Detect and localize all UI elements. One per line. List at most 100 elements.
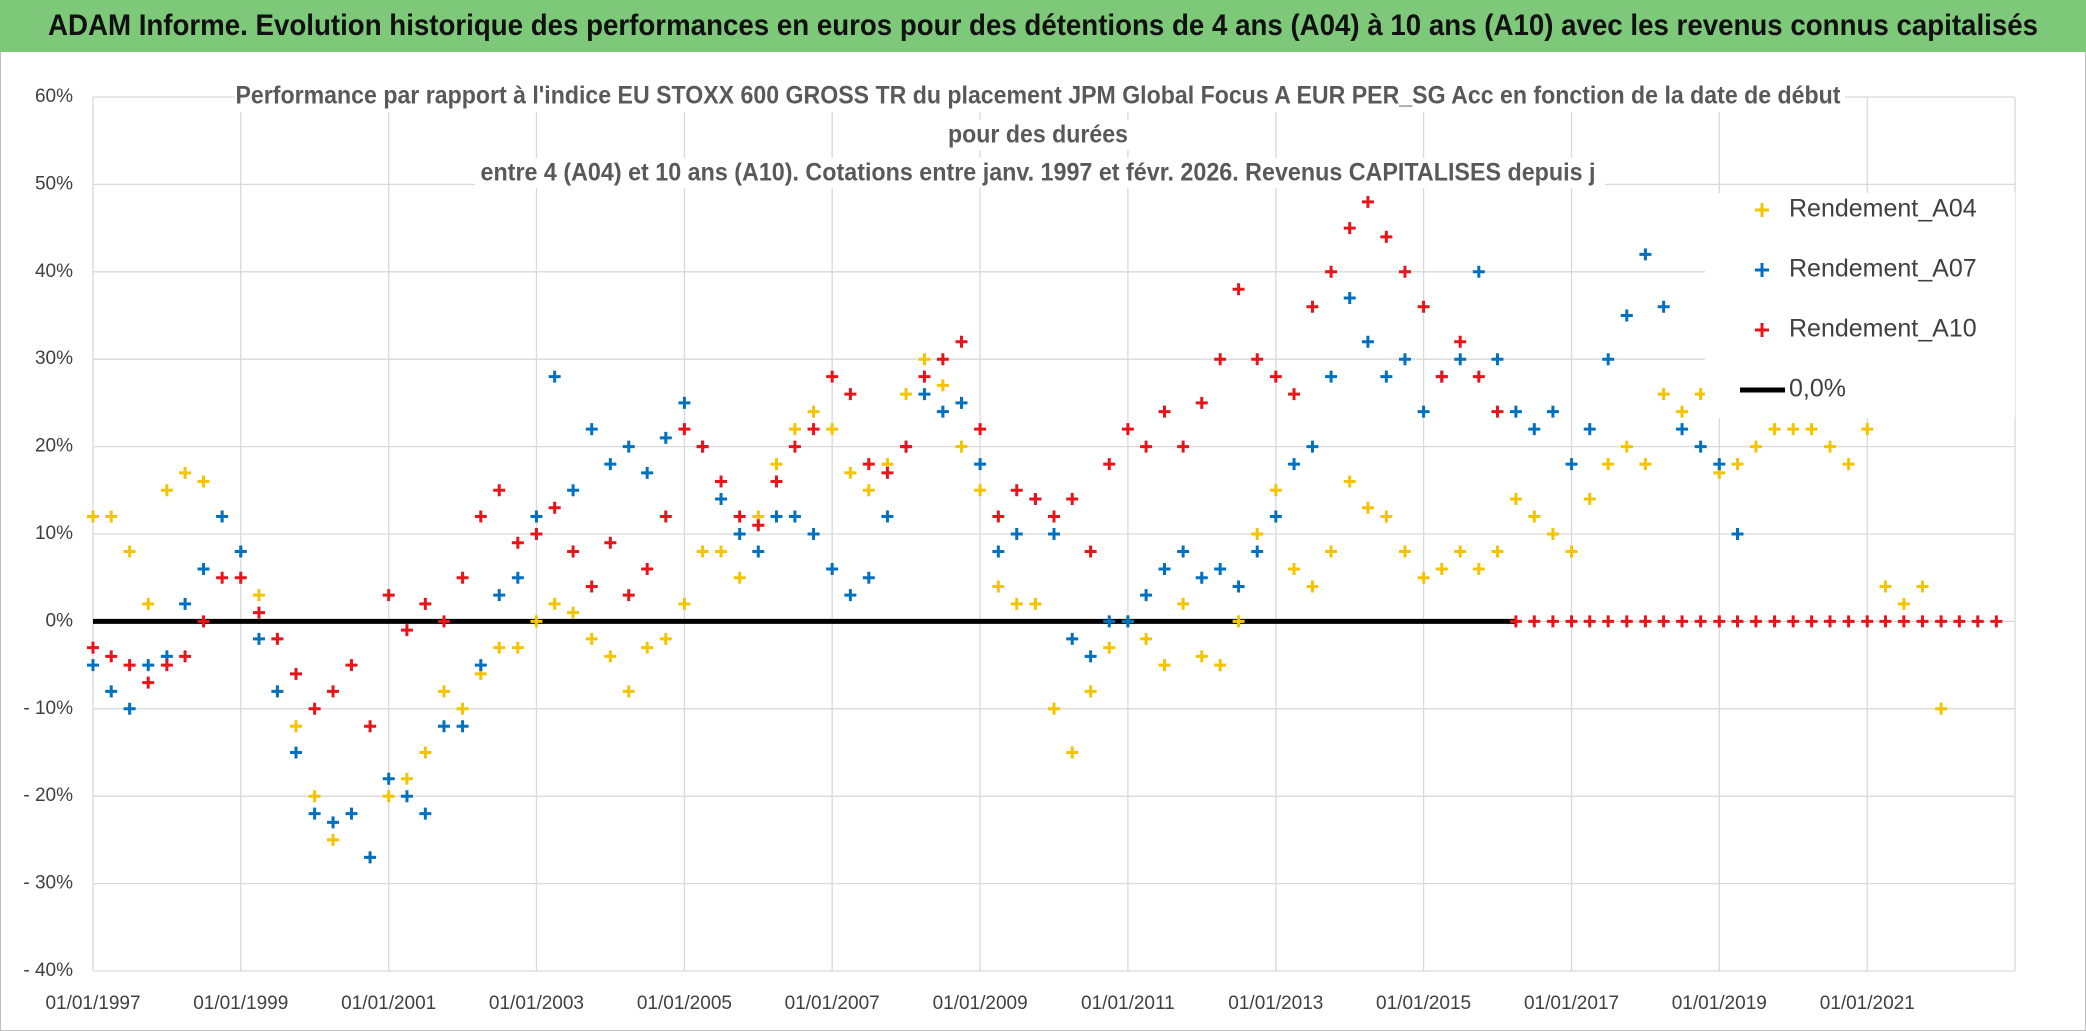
y-tick-label: 60%	[35, 86, 73, 107]
data-point	[1140, 440, 1153, 453]
data-point	[437, 720, 450, 733]
data-point	[585, 580, 598, 593]
data-point	[1528, 510, 1541, 523]
data-point	[900, 388, 913, 401]
data-point	[474, 659, 487, 672]
data-point	[1509, 405, 1522, 418]
data-point	[456, 720, 469, 733]
data-point	[1694, 440, 1707, 453]
data-point	[567, 484, 580, 497]
data-point	[271, 632, 284, 645]
data-point	[1620, 615, 1633, 628]
x-tick-label: 01/01/1999	[193, 993, 288, 1014]
data-point	[1971, 615, 1984, 628]
data-point	[733, 528, 746, 540]
data-point	[1158, 562, 1171, 575]
data-point	[881, 466, 894, 479]
data-point	[252, 606, 265, 619]
data-point	[1713, 458, 1726, 471]
data-point	[1232, 580, 1245, 593]
data-point	[678, 396, 691, 409]
data-point	[493, 641, 506, 654]
data-point	[123, 545, 136, 558]
data-point	[1325, 545, 1338, 558]
data-point	[918, 353, 931, 366]
data-point	[641, 466, 654, 479]
data-point	[752, 519, 765, 532]
data-point	[622, 440, 635, 453]
data-point	[678, 597, 691, 610]
data-point	[807, 405, 820, 418]
data-point	[1417, 571, 1430, 584]
data-point	[1768, 615, 1781, 628]
data-point	[844, 589, 857, 602]
data-point	[1768, 423, 1781, 436]
data-point	[585, 632, 598, 645]
x-tick-label: 01/01/2009	[933, 993, 1028, 1014]
data-point	[1084, 545, 1097, 558]
data-point	[1251, 353, 1264, 366]
data-point	[87, 641, 99, 654]
data-point	[1251, 528, 1264, 540]
data-point	[419, 807, 432, 820]
data-point	[1195, 650, 1208, 663]
data-point	[1805, 615, 1818, 628]
data-point	[271, 685, 284, 698]
data-point	[1103, 458, 1116, 471]
data-point	[474, 510, 487, 523]
data-point	[696, 440, 709, 453]
data-point	[1657, 300, 1670, 313]
data-point	[1361, 501, 1374, 514]
data-point	[105, 650, 118, 663]
data-point	[1657, 388, 1670, 401]
data-point	[1361, 335, 1374, 348]
data-point	[1472, 562, 1485, 575]
data-point	[1306, 440, 1319, 453]
data-point	[1805, 423, 1818, 436]
data-point	[548, 370, 561, 383]
data-point	[1417, 300, 1430, 313]
data-point	[179, 466, 192, 479]
data-point	[511, 641, 524, 654]
data-point	[1269, 484, 1282, 497]
data-point	[936, 353, 949, 366]
data-point	[1620, 440, 1633, 453]
data-point	[160, 659, 173, 672]
data-point	[659, 632, 672, 645]
data-point	[1583, 615, 1596, 628]
data-point	[123, 702, 136, 715]
data-point	[437, 685, 450, 698]
data-point	[604, 458, 617, 471]
data-point	[881, 510, 894, 523]
data-point	[530, 615, 543, 628]
data-point	[1602, 353, 1615, 366]
data-point	[1158, 405, 1171, 418]
data-point	[87, 510, 99, 523]
data-point	[419, 597, 432, 610]
x-tick-label: 01/01/2011	[1081, 993, 1175, 1014]
plot-area: 60% 50% 40% 30% 20% 10% 0% - 10% - 20% - 30% - 40%…	[23, 86, 2016, 1014]
data-point	[530, 528, 543, 540]
data-point	[1694, 615, 1707, 628]
x-tick-label: 01/01/2003	[489, 993, 584, 1014]
title-bg	[235, 82, 1845, 112]
x-tick-label: 01/01/2001	[341, 993, 436, 1014]
data-point	[1103, 641, 1116, 654]
data-point	[770, 458, 783, 471]
data-point	[1010, 597, 1023, 610]
data-point	[788, 423, 801, 436]
data-point	[1897, 615, 1910, 628]
data-point	[1528, 423, 1541, 436]
data-point	[1454, 545, 1467, 558]
data-point	[715, 545, 728, 558]
data-point	[179, 597, 192, 610]
y-tick-label: 0%	[46, 610, 74, 631]
data-point	[1343, 222, 1356, 235]
data-point	[862, 571, 875, 584]
data-point	[1749, 615, 1762, 628]
data-point	[1454, 353, 1467, 366]
data-point	[1491, 353, 1504, 366]
data-point	[308, 807, 321, 820]
data-point	[400, 624, 413, 637]
data-point	[1528, 615, 1541, 628]
